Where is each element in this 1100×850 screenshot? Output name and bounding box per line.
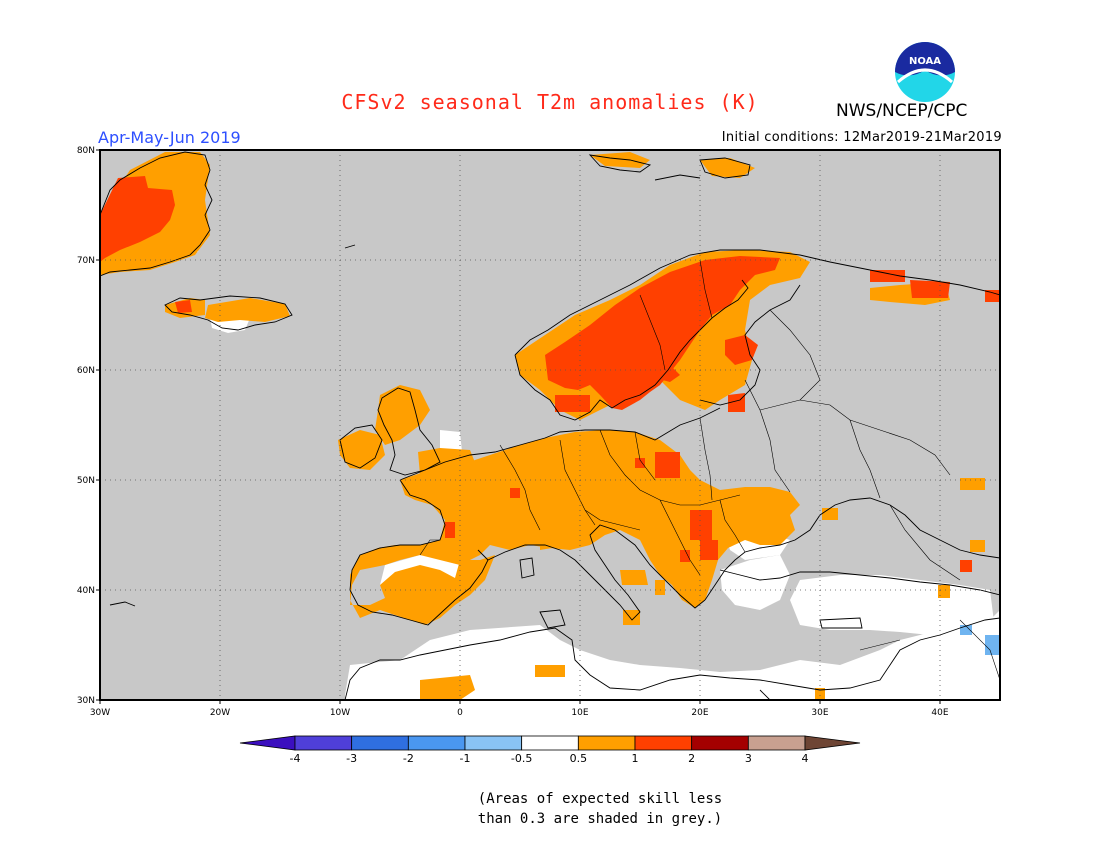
lat-tick-label: 70N <box>77 256 95 266</box>
legend-label: 1 <box>632 752 639 765</box>
legend-swatch <box>634 735 693 751</box>
color-legend: -4 -3 -2 -1 -0.5 0.5 1 2 3 4 <box>239 735 861 765</box>
legend-swatch <box>521 735 579 751</box>
legend-label: -3 <box>346 752 357 765</box>
organization-label: NWS/NCEP/CPC <box>836 101 968 121</box>
noaa-logo: NOAA <box>895 42 955 102</box>
legend-label: -0.5 <box>511 752 532 765</box>
legend-swatch <box>351 735 409 751</box>
country-borders <box>419 259 1000 681</box>
legend-label: -1 <box>460 752 471 765</box>
anomaly-1-2 <box>100 176 1000 572</box>
legend-label: -4 <box>290 752 301 765</box>
lon-tick-label: 0 <box>457 708 463 718</box>
legend-swatch <box>464 735 523 751</box>
anomaly-shading <box>100 152 1000 700</box>
period-label: Apr-May-Jun 2019 <box>98 128 241 147</box>
coastlines <box>100 151 1000 700</box>
noaa-logo-text: NOAA <box>909 56 941 67</box>
legend-label: 0.5 <box>570 752 588 765</box>
lon-tick-label: 20E <box>691 708 708 718</box>
legend-bar <box>239 735 861 751</box>
axis-ticks: 30W 20W 10W 0 10E 20E 30E 40E 80N 70N 60N 50N 40N 30N <box>77 146 949 718</box>
legend-labels: -4 -3 -2 -1 -0.5 0.5 1 2 3 4 <box>290 752 809 765</box>
lat-tick-label: 60N <box>77 366 95 376</box>
initial-conditions-label: Initial conditions: 12Mar2019-21Mar2019 <box>721 130 1002 145</box>
anomaly-map: 30W 20W 10W 0 10E 20E 30E 40E 80N 70N 60N 50N 40N 30N <box>77 146 1001 718</box>
lon-tick-label: 30W <box>90 708 110 718</box>
lat-tick-label: 50N <box>77 476 95 486</box>
lat-tick-label: 80N <box>77 146 95 156</box>
lon-tick-label: 10W <box>330 708 350 718</box>
graticule <box>100 150 1000 700</box>
footnote-line-1: (Areas of expected skill less <box>477 791 723 807</box>
legend-arrow-high <box>804 735 861 751</box>
lat-tick-label: 30N <box>77 696 95 706</box>
lon-tick-label: 10E <box>571 708 588 718</box>
footnote-line-2: than 0.3 are shaded in grey.) <box>477 811 723 827</box>
legend-arrow-low <box>239 735 296 751</box>
legend-label: -2 <box>403 752 414 765</box>
map-frame <box>99 149 1001 701</box>
legend-swatch <box>577 735 636 751</box>
legend-swatch <box>747 735 806 751</box>
lon-tick-label: 30E <box>811 708 828 718</box>
legend-swatch <box>407 735 466 751</box>
legend-label: 3 <box>745 752 752 765</box>
legend-swatch <box>294 735 353 751</box>
map-title: CFSv2 seasonal T2m anomalies (K) <box>341 90 759 114</box>
legend-label: 2 <box>688 752 695 765</box>
legend-label: 4 <box>802 752 809 765</box>
lon-tick-label: 40E <box>931 708 948 718</box>
lat-tick-label: 40N <box>77 586 95 596</box>
lon-tick-label: 20W <box>210 708 230 718</box>
legend-swatch <box>691 735 749 751</box>
